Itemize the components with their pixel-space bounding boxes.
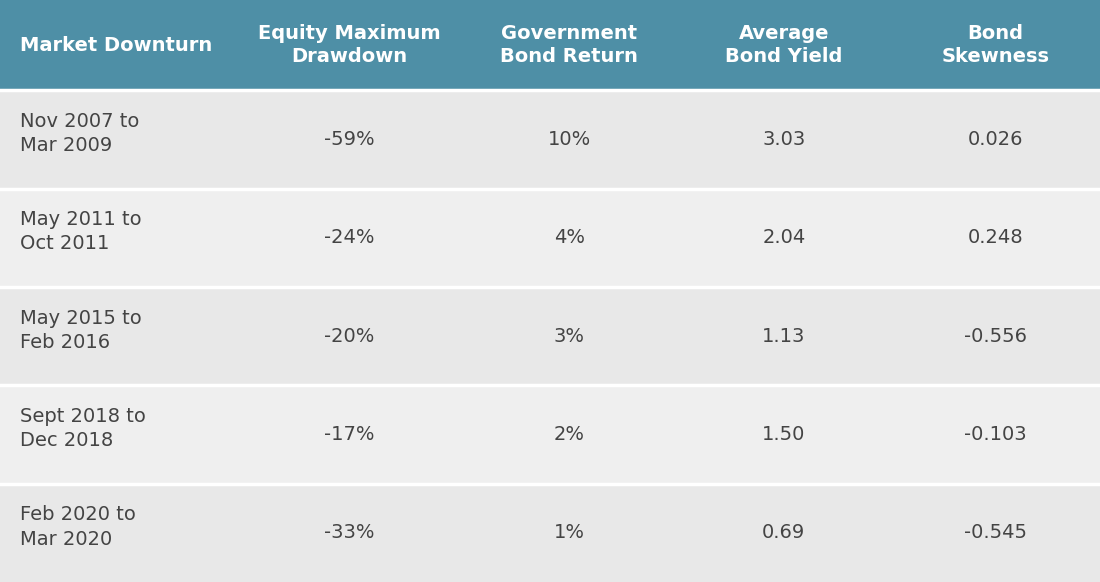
Bar	[0, 287, 1100, 385]
Text: -33%: -33%	[324, 523, 374, 542]
Text: 1.50: 1.50	[762, 425, 805, 444]
Text: -59%: -59%	[323, 130, 375, 149]
Text: 10%: 10%	[548, 130, 591, 149]
Text: Sept 2018 to
Dec 2018: Sept 2018 to Dec 2018	[20, 407, 145, 450]
Text: Feb 2020 to
Mar 2020: Feb 2020 to Mar 2020	[20, 505, 135, 548]
Text: 0.026: 0.026	[968, 130, 1023, 149]
Text: Average
Bond Yield: Average Bond Yield	[725, 24, 843, 66]
Text: -24%: -24%	[324, 228, 374, 247]
Text: Nov 2007 to
Mar 2009: Nov 2007 to Mar 2009	[20, 112, 140, 155]
Text: Market Downturn: Market Downturn	[20, 36, 212, 55]
Text: Bond
Skewness: Bond Skewness	[942, 24, 1049, 66]
Text: May 2011 to
Oct 2011: May 2011 to Oct 2011	[20, 210, 142, 253]
Text: 1.13: 1.13	[762, 327, 805, 346]
Text: 2.04: 2.04	[762, 228, 805, 247]
Bar	[0, 189, 1100, 287]
Text: 2%: 2%	[553, 425, 585, 444]
Text: -17%: -17%	[324, 425, 374, 444]
Text: 3.03: 3.03	[762, 130, 805, 149]
Text: Equity Maximum
Drawdown: Equity Maximum Drawdown	[257, 24, 441, 66]
Text: 1%: 1%	[553, 523, 585, 542]
Text: -20%: -20%	[324, 327, 374, 346]
Text: Government
Bond Return: Government Bond Return	[500, 24, 638, 66]
Text: -0.103: -0.103	[965, 425, 1026, 444]
Text: 0.248: 0.248	[968, 228, 1023, 247]
Bar	[0, 0, 1100, 90]
Text: May 2015 to
Feb 2016: May 2015 to Feb 2016	[20, 308, 142, 352]
Text: 0.69: 0.69	[762, 523, 805, 542]
Bar	[0, 385, 1100, 484]
Text: -0.545: -0.545	[964, 523, 1027, 542]
Bar	[0, 484, 1100, 582]
Text: 3%: 3%	[553, 327, 585, 346]
Bar	[0, 90, 1100, 189]
Text: 4%: 4%	[553, 228, 585, 247]
Text: -0.556: -0.556	[964, 327, 1027, 346]
